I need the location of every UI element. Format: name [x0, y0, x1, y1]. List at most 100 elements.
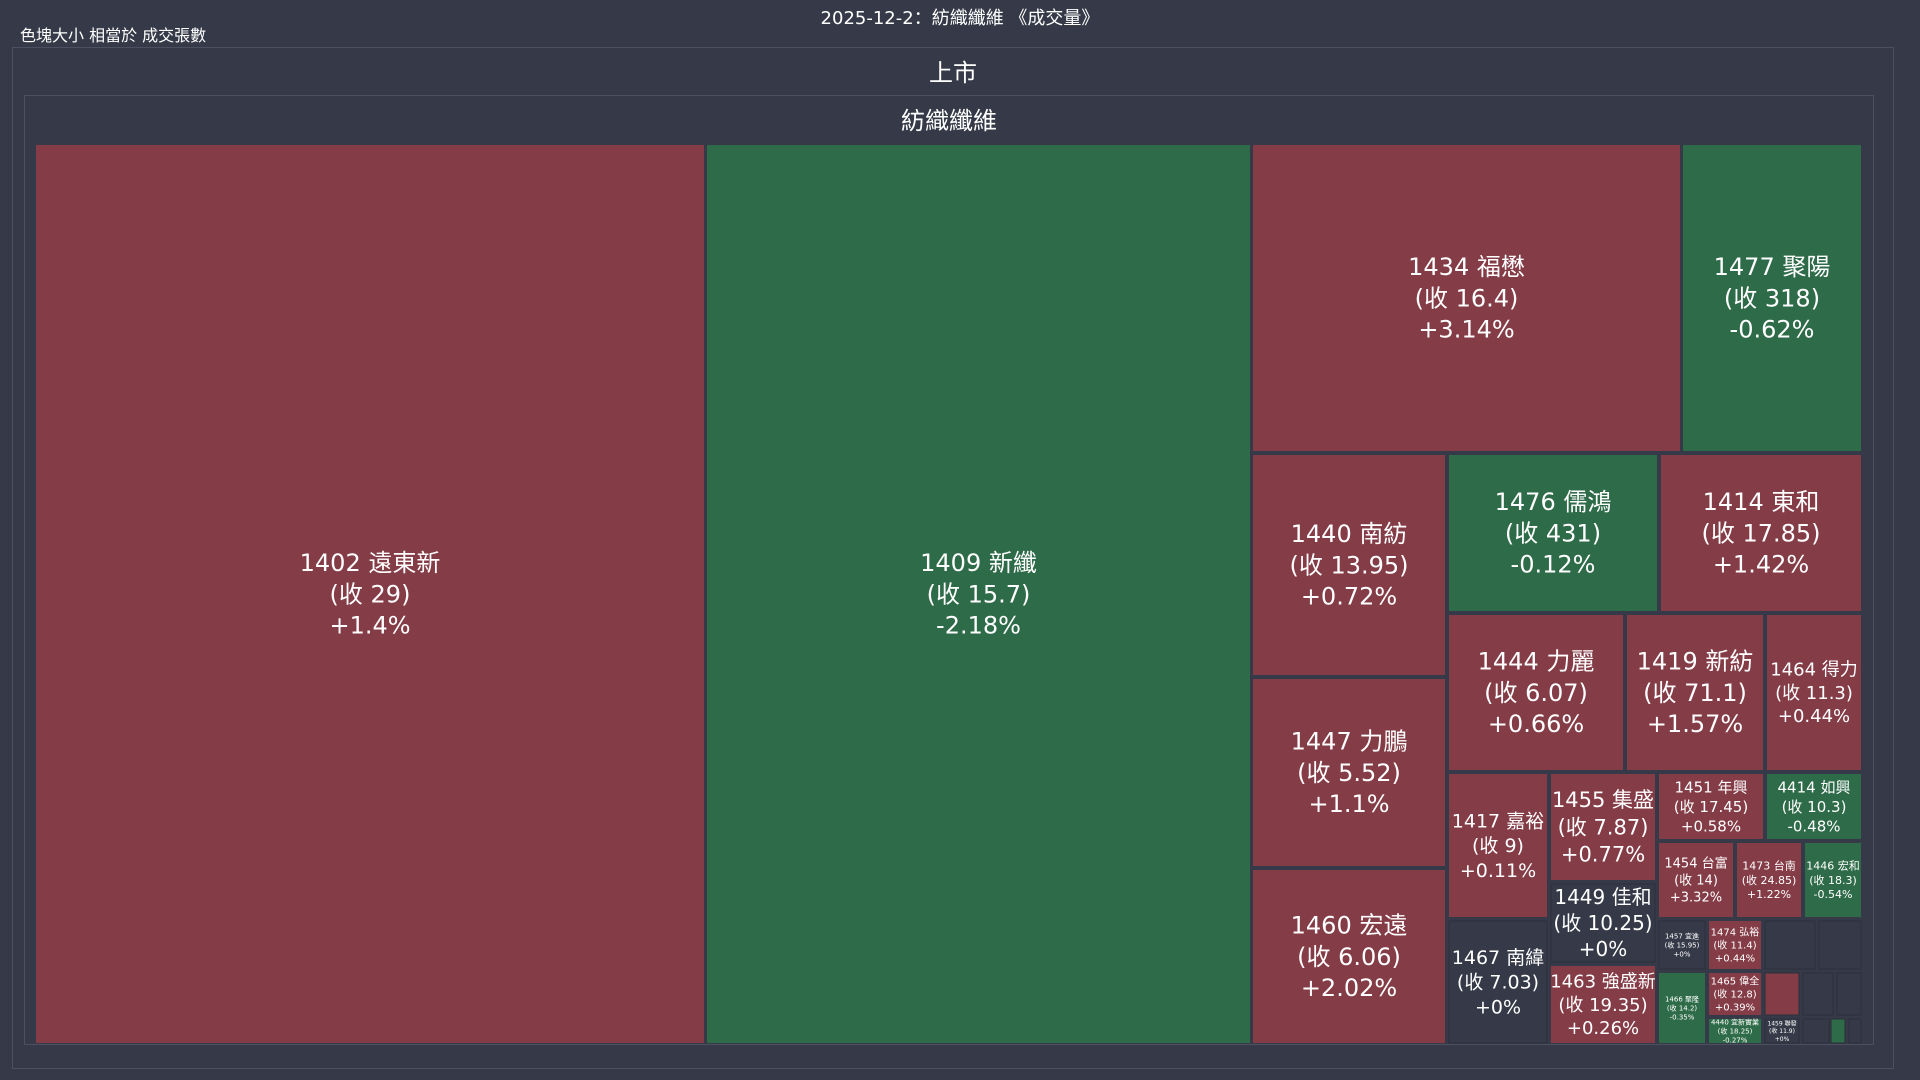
- tile-label-1446: 1446 宏和: [1806, 859, 1860, 873]
- tile-close-1466: (收 14.2): [1667, 1003, 1698, 1012]
- tile-close-1476: (收 431): [1505, 519, 1601, 547]
- tile-close-1434: (收 16.4): [1415, 284, 1519, 312]
- tile-small-3[interactable]: [1802, 1018, 1830, 1044]
- tile-4414[interactable]: [1767, 774, 1861, 839]
- tile-close-1409: (收 15.7): [927, 580, 1031, 608]
- tile-label-1434: 1434 福懋: [1408, 253, 1525, 281]
- tile-close-1419: (收 71.1): [1643, 679, 1747, 707]
- tile-close-1467: (收 7.03): [1457, 972, 1539, 994]
- tile-1457[interactable]: [1658, 920, 1706, 970]
- tile-close-1444: (收 6.07): [1484, 679, 1588, 707]
- tile-label-1402: 1402 遠東新: [300, 549, 441, 577]
- tile-1474[interactable]: [1709, 921, 1761, 969]
- tile-1419[interactable]: [1627, 615, 1763, 770]
- tile-1473[interactable]: [1737, 843, 1801, 917]
- tile-1409[interactable]: [707, 145, 1250, 1043]
- tile-close-1474: (收 11.4): [1713, 939, 1756, 952]
- tile-change-1464: +0.44%: [1778, 706, 1850, 727]
- tile-label-1454: 1454 台富: [1664, 856, 1727, 872]
- tile-small-6[interactable]: [1764, 920, 1816, 970]
- tile-label-1449: 1449 佳和: [1554, 885, 1651, 909]
- tile-1467[interactable]: [1448, 920, 1548, 1044]
- tile-label-1465: 1465 偉全: [1711, 975, 1760, 988]
- tile-1444[interactable]: [1449, 615, 1623, 770]
- tile-1464[interactable]: [1767, 615, 1861, 770]
- tile-1446[interactable]: [1805, 843, 1861, 917]
- tile-label-1463: 1463 強盛新: [1550, 971, 1656, 992]
- tile-label-1440: 1440 南紡: [1291, 520, 1408, 548]
- tile-label-4414: 4414 如興: [1778, 778, 1851, 796]
- tile-change-1444: +0.66%: [1488, 710, 1584, 738]
- tile-label-1451: 1451 年興: [1675, 778, 1748, 796]
- tile-1466[interactable]: [1659, 973, 1705, 1043]
- tile-1477[interactable]: [1683, 145, 1861, 451]
- tile-change-1419: +1.57%: [1647, 710, 1743, 738]
- tile-label-1464: 1464 得力: [1770, 659, 1858, 680]
- tile-label-1447: 1447 力鵬: [1291, 728, 1408, 756]
- tile-label-1476: 1476 儒鴻: [1495, 488, 1612, 516]
- tile-1459[interactable]: [1764, 1018, 1800, 1044]
- tile-change-1467: +0%: [1475, 996, 1521, 1018]
- tile-1449[interactable]: [1550, 883, 1656, 963]
- tile-close-1449: (收 10.25): [1553, 911, 1652, 935]
- tile-change-1447: +1.1%: [1308, 790, 1389, 818]
- tile-close-1417: (收 9): [1472, 835, 1524, 857]
- tile-1447[interactable]: [1253, 679, 1445, 866]
- tile-label-1466: 1466 聚隆: [1665, 994, 1699, 1003]
- tile-label-1444: 1444 力麗: [1478, 648, 1595, 676]
- tile-label-1409: 1409 新纖: [920, 549, 1037, 577]
- tile-change-1476: -0.12%: [1511, 551, 1596, 579]
- tile-1455[interactable]: [1551, 774, 1655, 880]
- tile-change-1460: +2.02%: [1301, 974, 1397, 1002]
- tile-1463[interactable]: [1551, 966, 1655, 1043]
- tile-1460[interactable]: [1253, 870, 1445, 1043]
- tile-label-1417: 1417 嘉裕: [1452, 810, 1544, 832]
- market-label: 上市: [929, 59, 977, 87]
- tile-close-4414: (收 10.3): [1782, 798, 1847, 816]
- tile-1465[interactable]: [1709, 973, 1761, 1015]
- tile-change-1446: -0.54%: [1814, 888, 1853, 901]
- tile-close-1477: (收 318): [1724, 284, 1820, 312]
- tile-1451[interactable]: [1659, 774, 1763, 839]
- tile-1434[interactable]: [1253, 145, 1680, 451]
- tile-change-1449: +0%: [1579, 937, 1628, 961]
- tile-label-1455: 1455 集盛: [1552, 788, 1654, 812]
- sector-label: 紡織纖維: [901, 107, 997, 135]
- tile-close-1465: (收 12.8): [1713, 988, 1756, 1001]
- tile-close-1451: (收 17.45): [1674, 798, 1748, 816]
- tile-1454[interactable]: [1659, 843, 1733, 917]
- tile-label-1467: 1467 南緯: [1452, 947, 1544, 969]
- tile-4440[interactable]: [1709, 1019, 1761, 1043]
- tile-small-2[interactable]: [1836, 972, 1862, 1016]
- tile-close-1464: (收 11.3): [1775, 683, 1853, 704]
- tile-label-4440: 4440 宜新實業: [1711, 1017, 1759, 1026]
- tile-1476[interactable]: [1449, 455, 1657, 611]
- tile-1414[interactable]: [1661, 455, 1861, 611]
- tile-change-1473: +1.22%: [1747, 888, 1791, 901]
- tile-change-1457: +0%: [1674, 951, 1691, 959]
- tile-small-7[interactable]: [1818, 920, 1862, 970]
- tile-change-1451: +0.58%: [1681, 817, 1741, 835]
- tile-close-1457: (收 15.95): [1665, 940, 1700, 949]
- tile-1402[interactable]: [36, 145, 704, 1043]
- tile-close-1460: (收 6.06): [1297, 943, 1401, 971]
- tile-change-1434: +3.14%: [1418, 316, 1514, 344]
- tile-small-5[interactable]: [1848, 1018, 1862, 1044]
- tile-change-4414: -0.48%: [1787, 817, 1840, 835]
- tile-change-1477: -0.62%: [1730, 316, 1815, 344]
- tile-label-1474: 1474 弘裕: [1711, 926, 1760, 939]
- tile-small-4[interactable]: [1830, 1018, 1846, 1044]
- tile-small-1[interactable]: [1802, 972, 1834, 1016]
- tile-small-0[interactable]: [1764, 972, 1800, 1016]
- tile-1440[interactable]: [1253, 455, 1445, 675]
- tile-change-1474: +0.44%: [1715, 954, 1755, 965]
- tile-change-1465: +0.39%: [1715, 1003, 1755, 1014]
- tile-1417[interactable]: [1449, 774, 1547, 917]
- tile-label-1459: 1459 聯發: [1767, 1019, 1796, 1027]
- tile-close-1402: (收 29): [330, 580, 411, 608]
- chart-title: 2025-12-2：紡織纖維 《成交量》: [820, 8, 1100, 29]
- tile-change-4440: -0.27%: [1723, 1037, 1748, 1045]
- tile-change-1463: +0.26%: [1567, 1018, 1639, 1039]
- tile-label-1457: 1457 宜進: [1665, 931, 1699, 940]
